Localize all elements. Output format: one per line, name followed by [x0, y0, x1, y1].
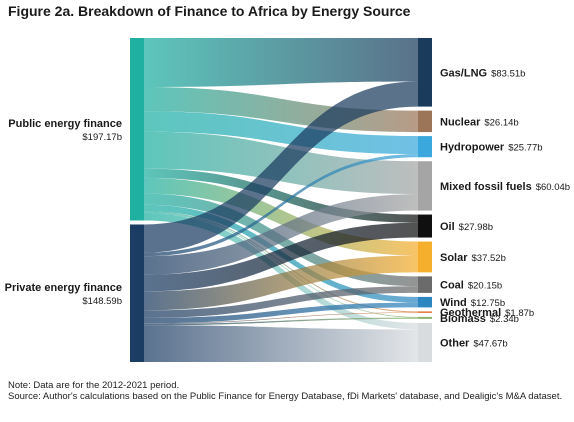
target-node-nuclear	[418, 110, 432, 133]
note-period: Note: Data are for the 2012-2021 period.	[8, 380, 180, 391]
target-node-other	[418, 322, 432, 362]
flow-public-energy-finance-to-oil	[144, 168, 418, 223]
flow-private-energy-finance-to-solar	[144, 255, 418, 311]
target-node-wind	[418, 296, 432, 308]
note-source: Source: Author's calculations based on t…	[8, 391, 563, 402]
source-node-public-energy-finance	[130, 38, 144, 221]
source-label-public-energy-finance: Public energy finance	[8, 118, 122, 130]
sankey-nodes	[130, 38, 432, 362]
sankey-chart: Public energy finance $197.17b Private ene…	[5, 38, 570, 362]
target-label-nuclear: Nuclear $26.14b	[440, 116, 519, 128]
source-node-private-energy-finance	[130, 224, 144, 362]
target-label-mixed-fossil-fuels: Mixed fossil fuels $60.04b	[440, 181, 570, 193]
target-label-geothermal: Geothermal $1.87b	[440, 307, 534, 319]
flow-private-energy-finance-to-mixed-fossil-fuels	[144, 194, 418, 275]
flow-private-energy-finance-to-biomass	[144, 317, 418, 326]
flow-public-energy-finance-to-hydropower	[144, 111, 418, 155]
flow-public-energy-finance-to-other	[144, 213, 418, 330]
target-label-oil: Oil $27.98b	[440, 221, 493, 233]
target-node-biomass	[418, 316, 432, 319]
sankey-links	[144, 38, 418, 362]
flow-private-energy-finance-to-other	[144, 325, 418, 362]
flow-public-energy-finance-to-gas-lng	[144, 38, 418, 88]
chart-notes: Note: Data are for the 2012-2021 period.…	[8, 380, 568, 402]
sankey-labels: Public energy finance $197.17b Private ene…	[5, 67, 570, 349]
flow-private-energy-finance-to-gas-lng	[144, 81, 418, 253]
target-label-solar: Solar $37.52b	[440, 252, 506, 264]
flow-private-energy-finance-to-hydropower	[144, 154, 418, 257]
source-value-private-energy-finance: $148.59b	[82, 296, 122, 307]
flow-private-energy-finance-to-coal	[144, 286, 418, 318]
target-node-mixed-fossil-fuels	[418, 161, 432, 211]
target-node-oil	[418, 214, 432, 238]
target-node-geothermal	[418, 311, 432, 313]
flow-public-energy-finance-to-biomass	[144, 212, 418, 318]
target-node-solar	[418, 241, 432, 273]
source-value-public-energy-finance: $197.17b	[82, 132, 122, 143]
flow-private-energy-finance-to-geothermal	[144, 312, 418, 324]
target-node-coal	[418, 276, 432, 293]
source-label-private-energy-finance: Private energy finance	[5, 282, 122, 294]
target-label-hydropower: Hydropower $25.77b	[440, 142, 543, 154]
target-label-coal: Coal $20.15b	[440, 280, 502, 292]
flow-private-energy-finance-to-oil	[144, 222, 418, 292]
target-label-biomass: Biomass $2.34b	[440, 313, 519, 325]
flow-private-energy-finance-to-wind	[144, 302, 418, 324]
chart-title: Figure 2a. Breakdown of Finance to Afric…	[8, 3, 411, 19]
target-label-wind: Wind $12.75b	[440, 297, 505, 309]
target-label-gas-lng: Gas/LNG $83.51b	[440, 67, 525, 79]
target-node-hydropower	[418, 136, 432, 158]
target-label-other: Other $47.67b	[440, 337, 508, 349]
target-node-gas-lng	[418, 38, 432, 107]
